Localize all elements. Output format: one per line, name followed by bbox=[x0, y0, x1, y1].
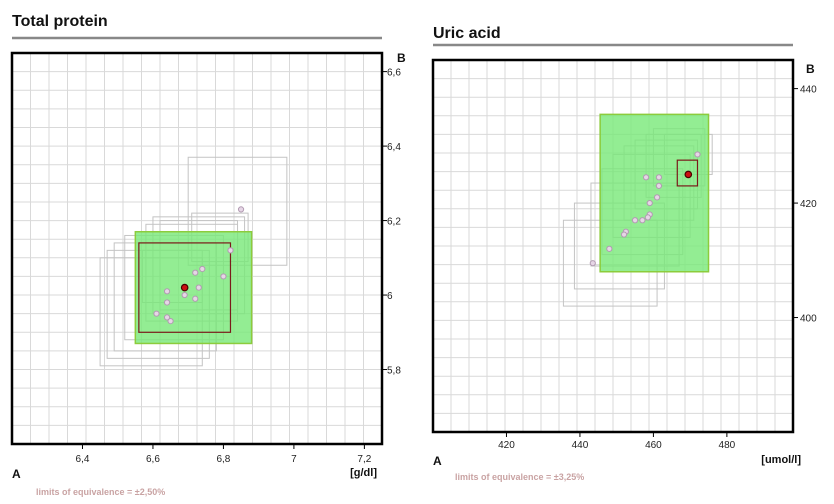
x-tick-label: 6,4 bbox=[76, 454, 90, 465]
data-point bbox=[199, 265, 206, 273]
total-protein-panel: Total protein 6,4 6,6 6,8 7 7,2 5,8 6 6,2 6,4 6,6… bbox=[10, 13, 406, 497]
limits-label: limits of equivalence = ±2,50% bbox=[36, 487, 165, 497]
unit-label: [umol/l] bbox=[761, 454, 801, 466]
corner-a-label: A bbox=[433, 454, 442, 468]
data-point bbox=[195, 284, 202, 291]
data-point bbox=[606, 245, 613, 252]
data-point bbox=[237, 206, 245, 213]
y-tick-label: 6,6 bbox=[387, 68, 401, 79]
data-point bbox=[153, 310, 160, 317]
unit-label: [g/dl] bbox=[350, 467, 377, 479]
acceptance-box bbox=[134, 230, 253, 345]
data-point bbox=[163, 299, 171, 306]
x-tick-label: 6,8 bbox=[216, 454, 230, 465]
corner-b-label: B bbox=[397, 51, 406, 65]
x-tick-label: 480 bbox=[719, 440, 736, 451]
x-tick-label: 7 bbox=[291, 454, 297, 465]
plot-frame bbox=[10, 51, 384, 446]
data-point bbox=[227, 247, 234, 254]
limits-label: limits of equivalence = ±3,25% bbox=[455, 472, 584, 482]
uric-acid-panel: Uric acid 420 440 460 480 400 420 440 B A [umo… bbox=[431, 25, 817, 482]
data-point bbox=[181, 291, 188, 299]
plot-frame bbox=[431, 58, 795, 434]
plot-area: 420 440 460 480 400 420 440 bbox=[431, 58, 817, 451]
corner-a-label: A bbox=[12, 467, 21, 481]
x-tick-label: 7,2 bbox=[357, 454, 371, 465]
y-tick-label: 6 bbox=[387, 291, 393, 302]
target-box bbox=[676, 159, 699, 187]
data-point bbox=[192, 269, 199, 276]
x-tick-label: 440 bbox=[572, 440, 589, 451]
data-point bbox=[192, 295, 199, 302]
y-tick-label: 420 bbox=[800, 199, 817, 210]
data-point bbox=[163, 314, 171, 321]
corner-b-label: B bbox=[806, 62, 815, 76]
x-tick-label: 420 bbox=[498, 440, 515, 451]
data-point bbox=[220, 273, 227, 280]
plot-area: 6,4 6,6 6,8 7 7,2 5,8 6 6,2 6,4 6,6 bbox=[10, 51, 401, 465]
data-point bbox=[655, 174, 663, 181]
target-point bbox=[180, 283, 189, 292]
y-tick-label: 6,2 bbox=[387, 217, 401, 228]
data-point bbox=[163, 288, 171, 295]
data-point bbox=[167, 318, 174, 325]
data-point bbox=[644, 214, 651, 221]
y-tick-label: 440 bbox=[800, 85, 817, 96]
x-tick-label: 6,6 bbox=[146, 454, 160, 465]
y-tick-label: 5,8 bbox=[387, 366, 401, 377]
data-point bbox=[642, 174, 650, 181]
chart-title: Total protein bbox=[12, 13, 108, 30]
data-point bbox=[589, 260, 596, 267]
data-point bbox=[653, 194, 661, 201]
data-point bbox=[631, 217, 639, 224]
chart-title: Uric acid bbox=[433, 25, 501, 42]
acceptance-box bbox=[599, 113, 710, 273]
target-point bbox=[684, 170, 693, 179]
data-point bbox=[646, 199, 653, 207]
target-box bbox=[138, 242, 232, 333]
data-point bbox=[620, 231, 628, 238]
y-tick-label: 400 bbox=[800, 314, 817, 325]
x-tick-label: 460 bbox=[645, 440, 662, 451]
y-tick-label: 6,4 bbox=[387, 142, 401, 153]
data-point bbox=[694, 151, 701, 158]
data-point bbox=[655, 182, 663, 190]
data-point bbox=[639, 217, 646, 224]
